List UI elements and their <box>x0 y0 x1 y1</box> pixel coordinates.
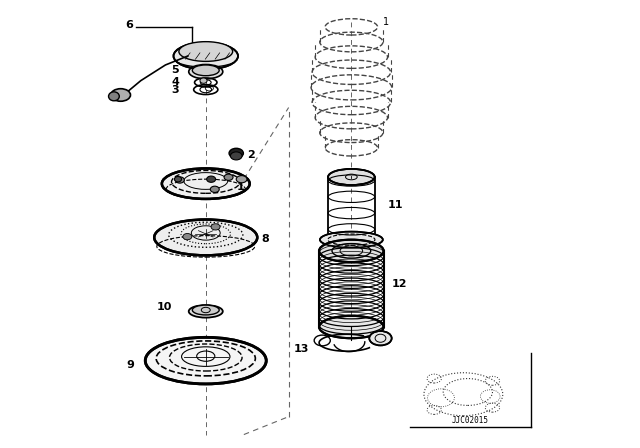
Text: 1: 1 <box>383 17 389 27</box>
Ellipse shape <box>174 177 182 182</box>
Ellipse shape <box>179 42 233 61</box>
Text: 10: 10 <box>157 302 172 312</box>
Ellipse shape <box>369 331 392 345</box>
Ellipse shape <box>211 186 220 193</box>
Ellipse shape <box>319 240 383 262</box>
Text: 11: 11 <box>388 200 404 210</box>
Ellipse shape <box>154 220 257 255</box>
Text: 8: 8 <box>262 234 269 244</box>
Text: 12: 12 <box>392 280 407 289</box>
Ellipse shape <box>145 337 266 384</box>
Ellipse shape <box>328 169 374 185</box>
Ellipse shape <box>224 174 233 181</box>
Ellipse shape <box>207 176 216 182</box>
Ellipse shape <box>162 168 250 199</box>
Text: JJC02015: JJC02015 <box>452 416 489 425</box>
Ellipse shape <box>236 176 247 183</box>
Ellipse shape <box>189 65 223 79</box>
Ellipse shape <box>189 305 223 318</box>
Text: 6: 6 <box>125 20 134 30</box>
Text: 3: 3 <box>172 86 179 95</box>
Ellipse shape <box>173 43 238 69</box>
Ellipse shape <box>211 224 220 230</box>
Text: 7: 7 <box>195 42 204 52</box>
Ellipse shape <box>111 89 131 101</box>
Text: 2: 2 <box>248 150 255 159</box>
Ellipse shape <box>230 152 242 160</box>
Ellipse shape <box>175 177 184 183</box>
Text: 1: 1 <box>237 182 245 192</box>
Ellipse shape <box>109 92 119 101</box>
Text: 13: 13 <box>293 345 309 354</box>
Ellipse shape <box>319 316 383 338</box>
Ellipse shape <box>229 148 243 158</box>
Ellipse shape <box>320 232 383 248</box>
Ellipse shape <box>192 65 219 76</box>
Text: 4: 4 <box>171 78 179 87</box>
Ellipse shape <box>192 305 219 315</box>
Ellipse shape <box>183 233 192 240</box>
Ellipse shape <box>200 78 207 83</box>
Text: 9: 9 <box>126 360 134 370</box>
Text: 5: 5 <box>172 65 179 75</box>
